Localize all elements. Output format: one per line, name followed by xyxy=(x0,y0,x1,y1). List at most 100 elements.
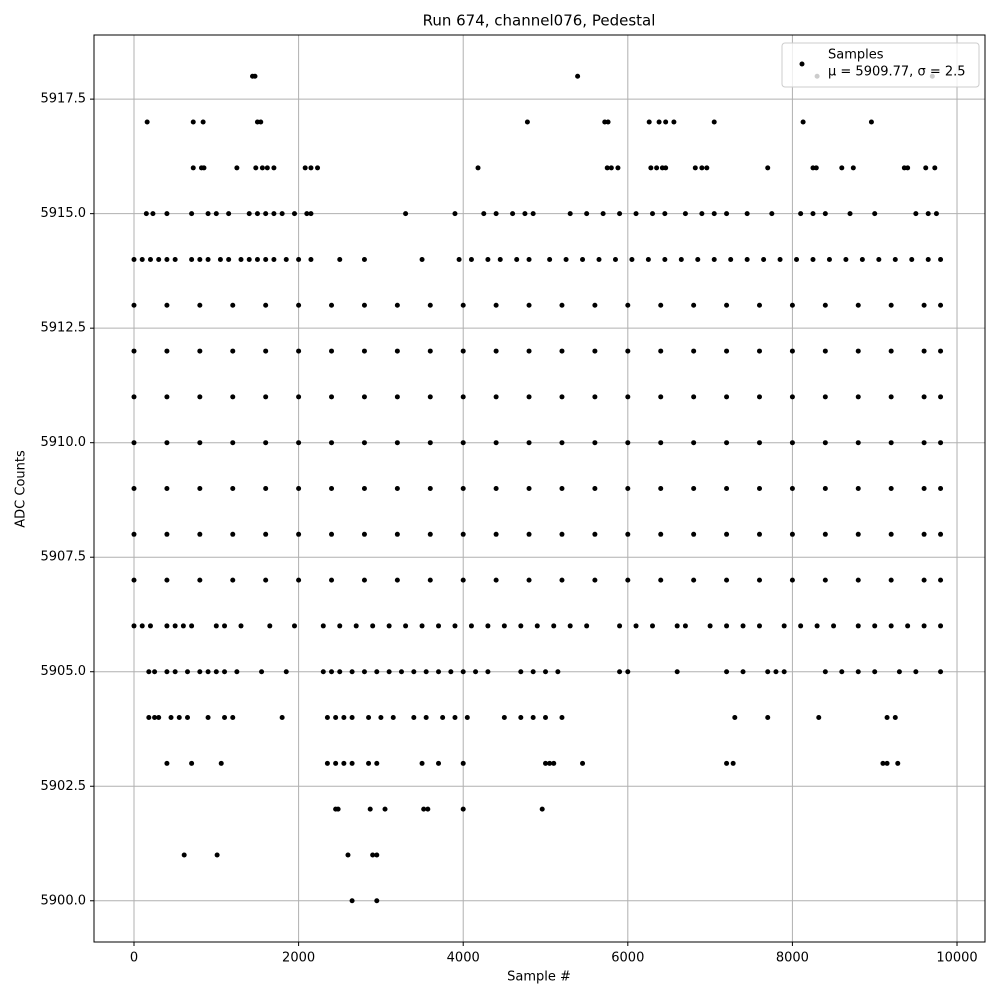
legend-label: Samples xyxy=(828,48,884,63)
point xyxy=(230,394,236,400)
point xyxy=(197,486,203,491)
point xyxy=(475,165,481,171)
point xyxy=(366,760,372,766)
point xyxy=(662,211,668,217)
point xyxy=(164,760,170,766)
legend-marker xyxy=(799,61,805,67)
point xyxy=(263,440,269,446)
point xyxy=(468,256,474,262)
point xyxy=(855,394,861,400)
point xyxy=(596,256,602,262)
point xyxy=(460,440,466,446)
point xyxy=(781,669,787,675)
point xyxy=(197,531,203,537)
point xyxy=(707,623,713,629)
point xyxy=(730,760,736,766)
point xyxy=(724,531,730,537)
point xyxy=(526,577,532,583)
point xyxy=(296,256,302,262)
point xyxy=(923,165,929,171)
point xyxy=(296,348,302,354)
points xyxy=(131,73,944,904)
point xyxy=(798,211,804,217)
point xyxy=(526,440,532,446)
point xyxy=(530,669,536,675)
point xyxy=(419,256,425,262)
point xyxy=(324,760,330,766)
point xyxy=(526,394,532,400)
point xyxy=(518,669,524,675)
point xyxy=(850,165,856,171)
point xyxy=(794,256,800,262)
point xyxy=(559,715,565,721)
point xyxy=(921,302,927,308)
point xyxy=(691,394,697,400)
point xyxy=(872,623,878,629)
legend-note: μ = 5909.77, σ = 2.5 xyxy=(828,65,966,80)
point xyxy=(888,440,894,446)
point xyxy=(201,165,207,171)
point xyxy=(831,623,837,629)
point xyxy=(139,623,145,629)
point xyxy=(756,577,762,583)
point xyxy=(663,165,669,171)
point xyxy=(349,898,355,904)
point xyxy=(855,623,861,629)
point xyxy=(263,348,269,354)
point xyxy=(704,165,710,171)
point xyxy=(131,348,137,354)
point xyxy=(711,119,717,125)
point xyxy=(559,394,565,400)
point xyxy=(633,211,639,217)
point xyxy=(189,256,195,262)
point xyxy=(283,256,289,262)
point xyxy=(460,486,466,491)
grid xyxy=(94,35,985,942)
point xyxy=(559,577,565,583)
point xyxy=(296,440,302,446)
point xyxy=(253,165,259,171)
point xyxy=(172,623,178,629)
point xyxy=(394,440,400,446)
point xyxy=(197,577,203,583)
point xyxy=(147,623,153,629)
point xyxy=(308,211,314,217)
point xyxy=(452,623,458,629)
point xyxy=(460,760,466,766)
point xyxy=(308,165,314,171)
x-tick-label: 10000 xyxy=(936,951,977,966)
point xyxy=(789,394,795,400)
point xyxy=(222,623,228,629)
point xyxy=(329,486,335,491)
point xyxy=(296,531,302,537)
point xyxy=(563,256,569,262)
point xyxy=(246,211,252,217)
point xyxy=(773,669,779,675)
point xyxy=(184,715,190,721)
point xyxy=(263,531,269,537)
point xyxy=(674,623,680,629)
point xyxy=(341,760,347,766)
point xyxy=(213,669,219,675)
y-tick-label: 5915.0 xyxy=(41,206,87,221)
x-tick-label: 2000 xyxy=(282,951,315,966)
point xyxy=(724,440,730,446)
point xyxy=(756,440,762,446)
point xyxy=(559,302,565,308)
y-tick-label: 5912.5 xyxy=(41,321,87,336)
point xyxy=(254,211,260,217)
point xyxy=(575,73,581,79)
point xyxy=(337,669,343,675)
point xyxy=(526,486,532,491)
point xyxy=(559,440,565,446)
point xyxy=(337,256,343,262)
point xyxy=(938,577,944,583)
point xyxy=(394,348,400,354)
point xyxy=(279,715,285,721)
point xyxy=(876,256,882,262)
point xyxy=(551,760,557,766)
point xyxy=(678,256,684,262)
point xyxy=(518,623,524,629)
point xyxy=(724,486,730,491)
point xyxy=(378,715,384,721)
